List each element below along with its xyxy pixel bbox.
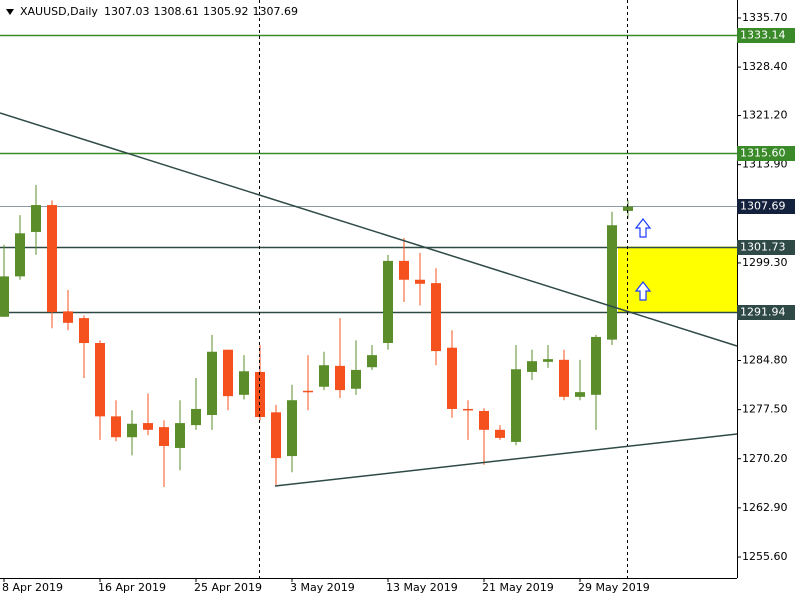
candle-body [591, 336, 601, 395]
ohlc-high: 1308.61 [153, 5, 199, 18]
candle-body [479, 410, 489, 430]
x-tick-label: 8 Apr 2019 [2, 581, 63, 594]
menu-triangle [6, 9, 14, 15]
candle-body [367, 355, 377, 368]
level-label: 1315.60 [740, 147, 786, 160]
candle-body [415, 279, 425, 284]
y-tick-label: 1277.50 [742, 403, 788, 416]
candle-body [447, 347, 457, 409]
level-label-box [737, 146, 795, 161]
level-label: 1307.69 [740, 200, 786, 213]
level-label-box [737, 305, 795, 320]
ohlc-close: 1307.69 [252, 5, 298, 18]
highlight-zone [618, 246, 737, 313]
y-tick-label: 1284.80 [742, 354, 788, 367]
candle-body [79, 318, 89, 344]
level-label-box [737, 240, 795, 255]
level-label: 1333.14 [740, 29, 786, 42]
level-label: 1301.73 [740, 241, 786, 254]
candle-body [15, 233, 25, 277]
level-label: 1291.94 [740, 306, 786, 319]
candle-body [143, 423, 153, 430]
candle-body [511, 369, 521, 442]
y-tick-label: 1262.90 [742, 501, 788, 514]
ohlc-open: 1307.03 [104, 5, 150, 18]
arrow-icon [634, 218, 652, 238]
candle-body [351, 369, 361, 389]
candle-body [383, 260, 393, 344]
candle-body [575, 392, 585, 397]
candle-body [175, 423, 185, 448]
candle-body [271, 412, 281, 459]
trend-line [274, 433, 738, 487]
candle-body [207, 351, 217, 416]
x-tick-label: 29 May 2019 [578, 581, 650, 594]
x-tick-label: 16 Apr 2019 [98, 581, 166, 594]
ohlc-low: 1305.92 [203, 5, 249, 18]
candle-body [335, 365, 345, 391]
candle-body [127, 423, 137, 438]
candle-body [239, 371, 249, 395]
y-tick-label: 1270.20 [742, 452, 788, 465]
x-tick-label: 3 May 2019 [290, 581, 355, 594]
candle-body [623, 206, 633, 211]
y-tick-label: 1299.30 [742, 256, 788, 269]
x-tick-label: 13 May 2019 [386, 581, 458, 594]
candle-body [255, 371, 265, 418]
candle-body [31, 205, 41, 232]
candle-body [159, 427, 169, 446]
level-label-box [737, 28, 795, 43]
candle-body [495, 429, 505, 438]
candle-body [463, 408, 473, 411]
candle-body [191, 408, 201, 426]
x-tick-label: 21 May 2019 [482, 581, 554, 594]
candle-body [223, 349, 233, 397]
y-tick-label: 1255.60 [742, 550, 788, 563]
candle-body [63, 311, 73, 323]
chart-title: XAUUSD,Daily 1307.03 1308.61 1305.92 1307.69 [20, 5, 298, 18]
y-tick-label: 1335.70 [742, 11, 788, 24]
candle-body [47, 205, 57, 313]
candle-body [399, 260, 409, 280]
arrow-icon [634, 281, 652, 301]
plot-area [0, 34, 737, 488]
candle-body [559, 359, 569, 397]
y-tick-label: 1328.40 [742, 60, 788, 73]
trend-line [0, 112, 738, 347]
symbol: XAUUSD,Daily [20, 5, 98, 18]
axis-labels: 1335.701328.401321.201313.901299.301284.… [2, 11, 795, 594]
candle-body [111, 416, 121, 438]
x-tick-label: 25 Apr 2019 [194, 581, 262, 594]
candle-body [0, 276, 9, 317]
candle-body [319, 365, 329, 387]
y-tick-label: 1321.20 [742, 109, 788, 122]
candle-body [95, 343, 105, 417]
candle-body [287, 400, 297, 457]
level-label-box [737, 199, 795, 214]
candle-body [607, 225, 617, 340]
candle-body [303, 390, 313, 393]
candle-body [431, 283, 441, 352]
candle-body [527, 361, 537, 372]
candle-body [543, 359, 553, 362]
